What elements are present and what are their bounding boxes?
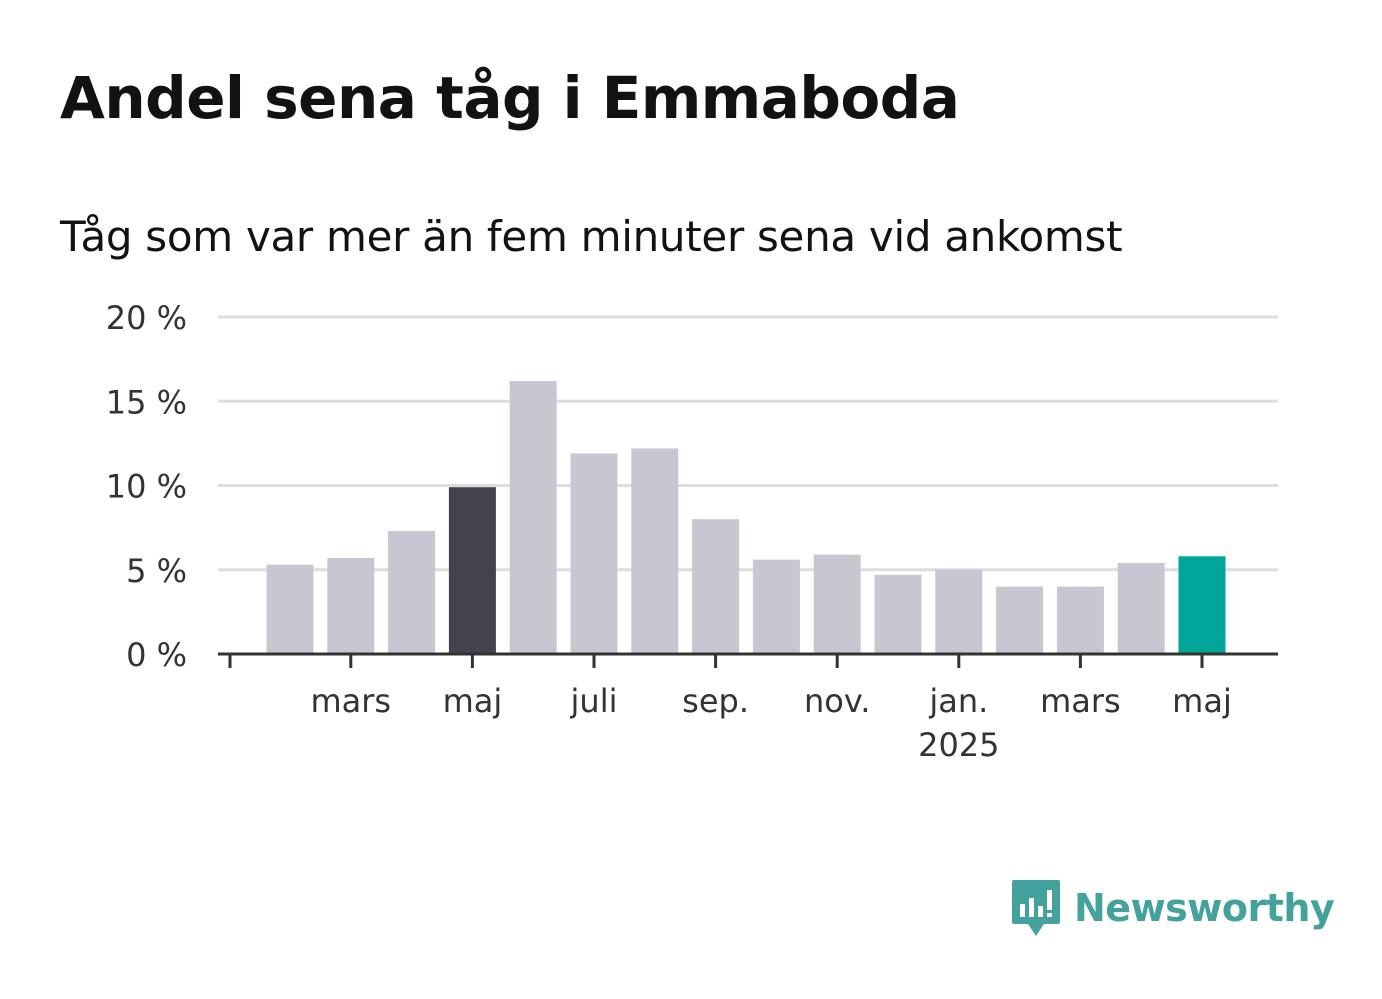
bar (935, 569, 983, 654)
newsworthy-logo: Newsworthy (1010, 878, 1335, 938)
bar (388, 530, 436, 654)
y-tick-label: 0 % (126, 636, 187, 674)
bar (874, 574, 922, 654)
grid-lines (218, 315, 1278, 572)
bar (266, 564, 314, 654)
x-tick-label: maj (443, 682, 503, 720)
bar (448, 487, 496, 654)
x-axis-ticks: mars maj juli sep. nov. jan. 2025 mars maj (310, 654, 1232, 764)
bars (266, 381, 1226, 654)
x-tick-label: jan. (928, 682, 988, 720)
y-tick-label: 15 % (106, 383, 187, 421)
chart-title: Andel sena tåg i Emmaboda (60, 64, 960, 132)
bar (631, 448, 679, 654)
bar (996, 586, 1044, 654)
chart-subtitle: Tåg som var mer än fem minuter sena vid … (60, 212, 1123, 261)
x-axis (218, 652, 1278, 668)
x-tick-label: nov. (804, 682, 870, 720)
bar (752, 559, 800, 654)
bar (1117, 563, 1165, 654)
x-tick-label: sep. (682, 682, 749, 720)
x-tick-label: juli (570, 682, 618, 720)
y-axis-ticks: 0 % 5 % 10 % 15 % 20 % (106, 299, 187, 674)
newsworthy-logo-icon (1012, 880, 1060, 936)
bar (1178, 556, 1226, 654)
bar (509, 381, 557, 654)
x-tick-label: maj (1172, 682, 1232, 720)
y-tick-label: 5 % (126, 552, 187, 590)
x-tick-label: mars (1040, 682, 1121, 720)
bar (1056, 586, 1104, 654)
brand-name: Newsworthy (1074, 886, 1335, 930)
x-tick-sublabel: 2025 (918, 726, 999, 764)
x-tick-label: mars (310, 682, 391, 720)
bar (570, 453, 618, 654)
y-tick-label: 20 % (106, 299, 187, 337)
y-tick-label: 10 % (106, 468, 187, 506)
bar (692, 519, 740, 654)
bar (327, 557, 375, 654)
bar (813, 554, 861, 654)
bar-chart: 0 % 5 % 10 % 15 % 20 % mars maj juli sep. nov. ja… (106, 299, 1278, 764)
